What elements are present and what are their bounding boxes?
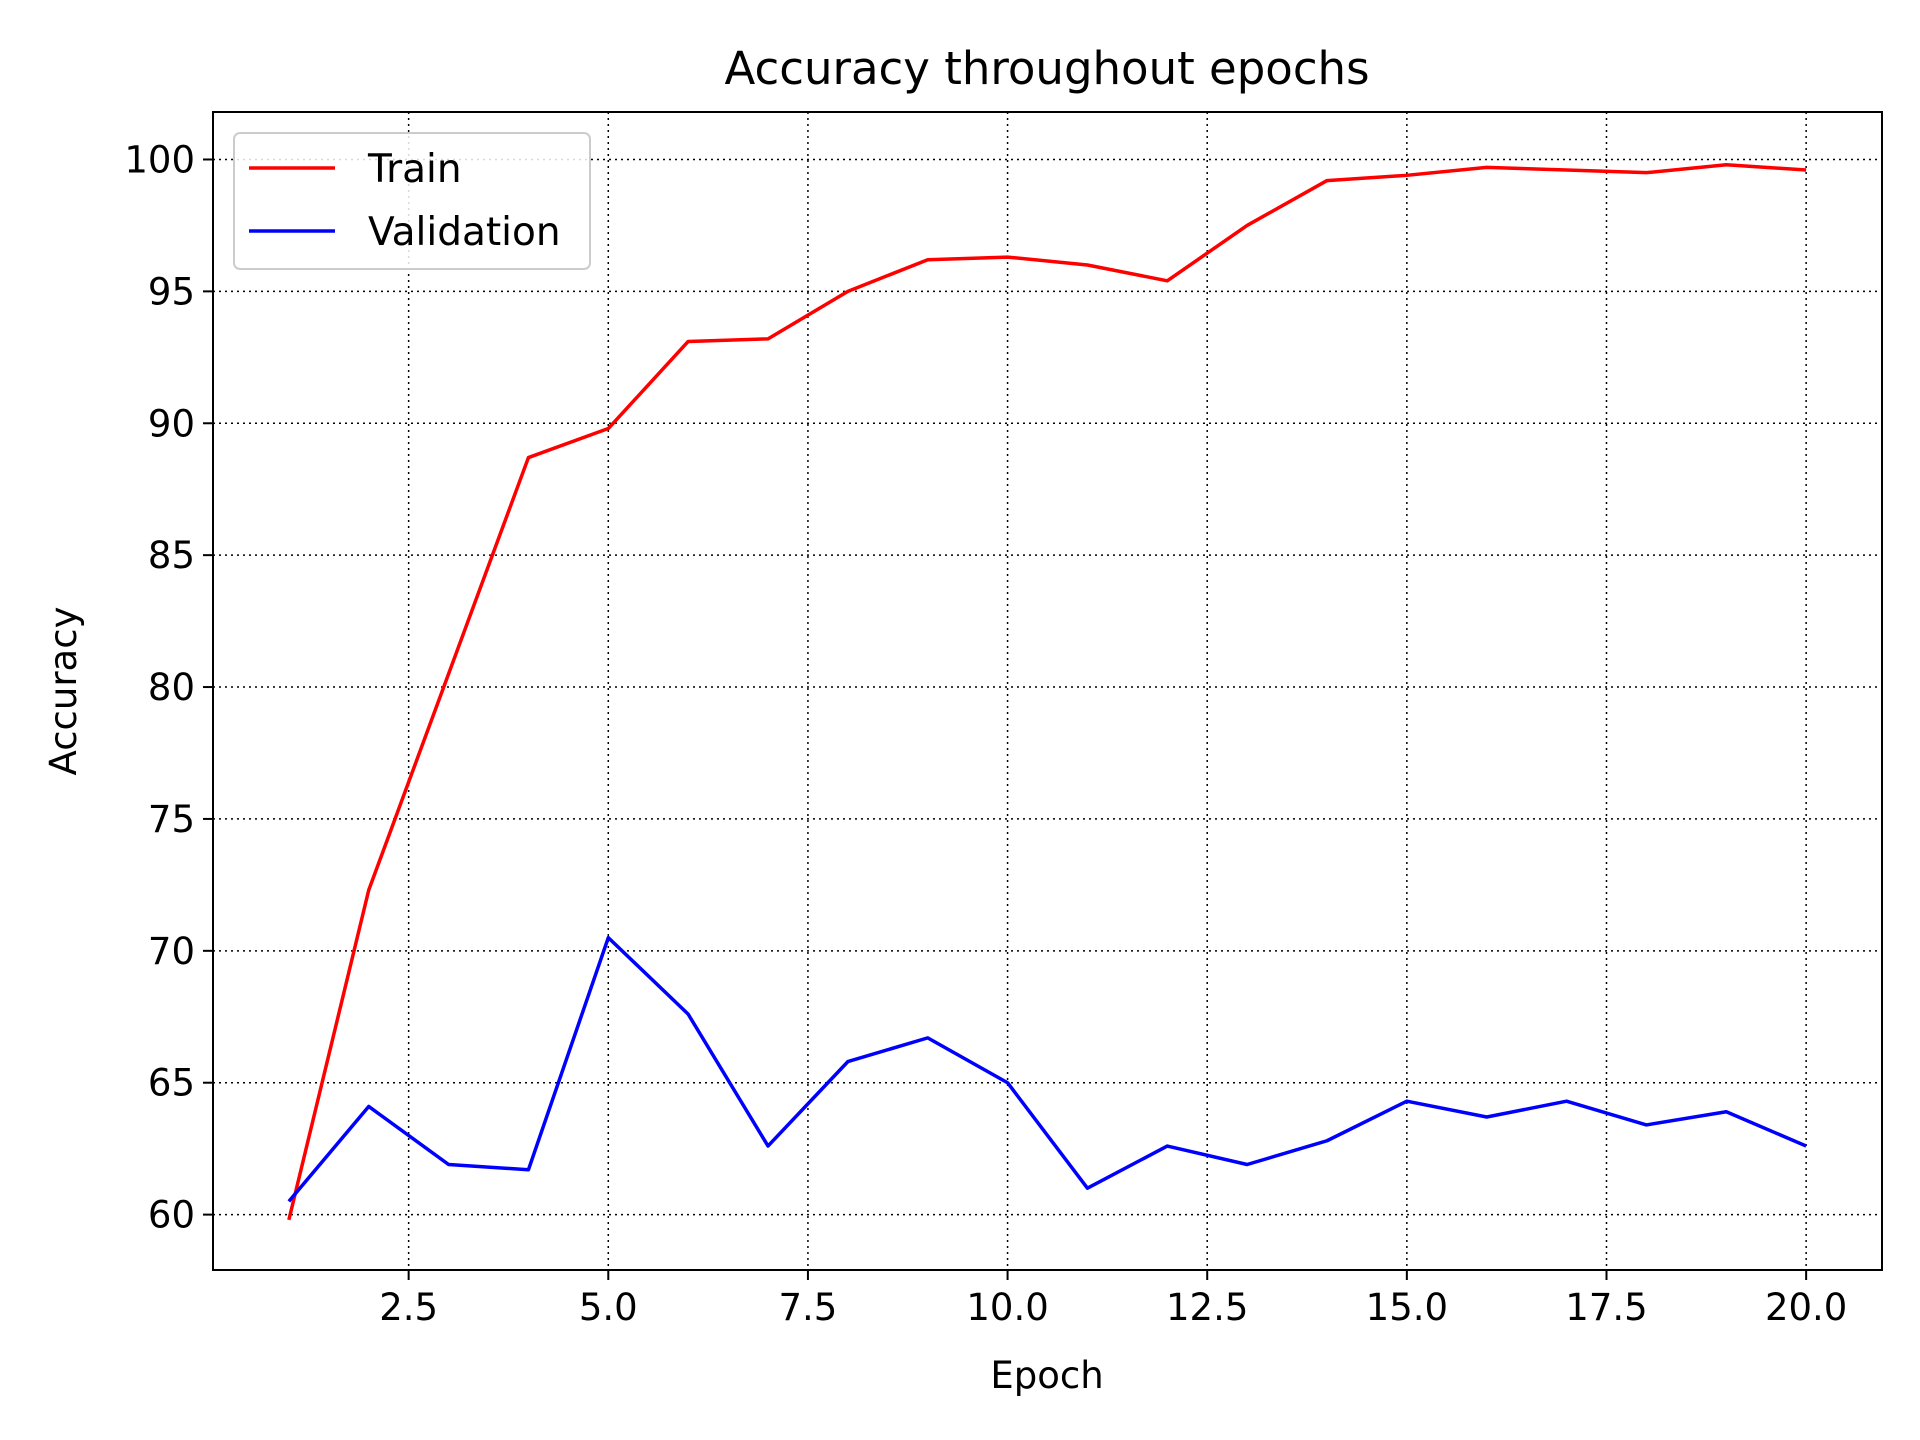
y-tick-label: 70	[148, 930, 195, 973]
y-tick-label: 100	[124, 138, 195, 181]
y-axis-label: Accuracy	[42, 607, 85, 776]
y-tick-label: 80	[148, 666, 195, 709]
y-tick-label: 95	[148, 270, 195, 313]
x-tick-label: 17.5	[1565, 1286, 1647, 1329]
axis-ticks: 2.5 5.0 7.5 10.0 12.5 15.0 17.5 20.0 60 65 70 75 80 8…	[124, 138, 1847, 1329]
legend-label-validation: Validation	[368, 210, 561, 255]
x-axis-label: Epoch	[990, 1354, 1103, 1397]
chart-title: Accuracy throughout epochs	[724, 42, 1369, 95]
x-tick-label: 5.0	[579, 1286, 638, 1329]
x-tick-label: 20.0	[1765, 1286, 1847, 1329]
x-tick-label: 12.5	[1166, 1286, 1248, 1329]
y-tick-label: 90	[148, 402, 195, 445]
series-line-train	[287, 163, 1807, 1221]
x-tick-label: 15.0	[1366, 1286, 1448, 1329]
x-tick-label: 2.5	[379, 1286, 438, 1329]
y-tick-label: 60	[148, 1194, 195, 1237]
y-tick-label: 65	[148, 1062, 195, 1105]
grid-lines	[213, 112, 1882, 1270]
series-line-validation	[287, 935, 1807, 1203]
y-tick-label: 75	[148, 798, 195, 841]
legend: Train Validation	[233, 132, 591, 270]
x-tick-label: 10.0	[966, 1286, 1048, 1329]
legend-label-train: Train	[367, 147, 462, 192]
y-tick-label: 85	[148, 534, 195, 577]
plot-area-frame	[212, 111, 1883, 1271]
series-lines	[287, 163, 1807, 1221]
x-tick-label: 7.5	[779, 1286, 838, 1329]
